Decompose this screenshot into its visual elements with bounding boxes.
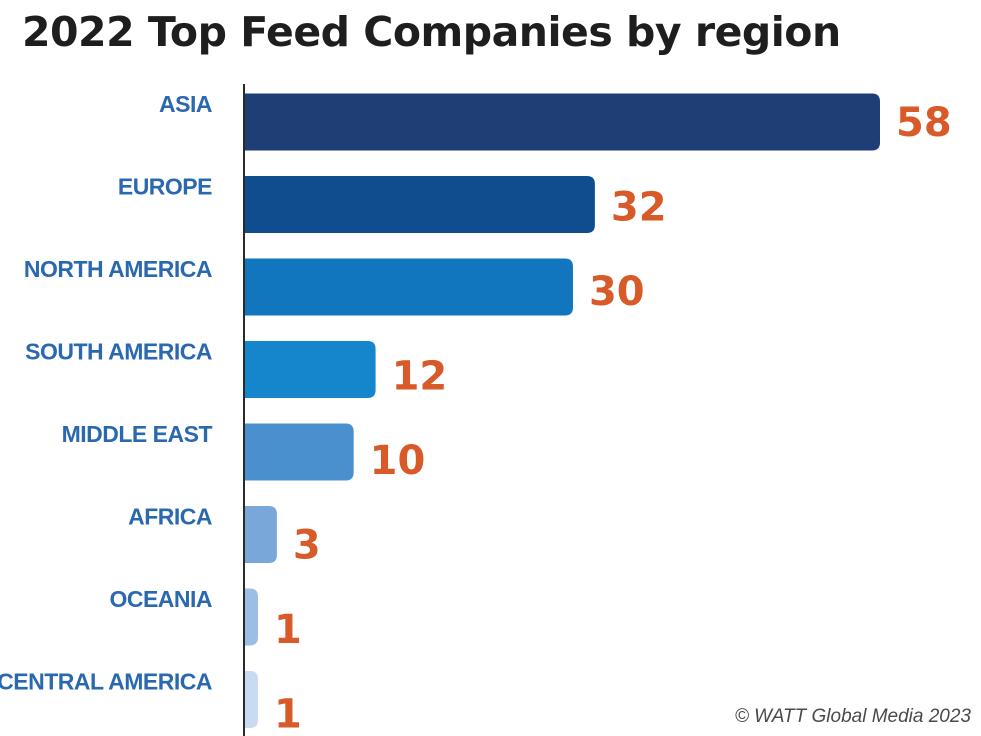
bar-oceania: [244, 588, 258, 646]
category-label: MIDDLE EAST: [62, 421, 213, 447]
bar-africa: [244, 506, 277, 563]
bar-north-america: [244, 258, 573, 316]
bar-asia: [244, 93, 880, 151]
value-label: 32: [611, 185, 667, 231]
value-label: 3: [293, 523, 321, 569]
value-label: 1: [274, 607, 302, 653]
category-label: AFRICA: [128, 504, 212, 530]
category-label: CENTRAL AMERICA: [0, 669, 212, 695]
value-label: 1: [274, 692, 302, 736]
category-label: EUROPE: [118, 174, 212, 200]
category-label: OCEANIA: [109, 586, 212, 612]
category-label: ASIA: [159, 91, 212, 117]
copyright-credit: © WATT Global Media 2023: [734, 706, 971, 727]
value-label: 12: [392, 354, 448, 400]
value-label: 10: [370, 438, 426, 484]
bar-middle-east: [244, 423, 354, 481]
category-label: SOUTH AMERICA: [25, 339, 212, 365]
bar-central-america: [244, 671, 258, 728]
chart-title: 2022 Top Feed Companies by region: [22, 8, 841, 56]
category-label: NORTH AMERICA: [24, 256, 212, 282]
bar-europe: [244, 176, 595, 233]
value-label: 58: [896, 100, 952, 146]
bars-group: ASIA 58 EUROPE 32 NORTH AMERICA 30 SOUTH AMERI…: [0, 91, 952, 736]
value-label: 30: [589, 269, 645, 315]
bar-south-america: [244, 341, 376, 398]
